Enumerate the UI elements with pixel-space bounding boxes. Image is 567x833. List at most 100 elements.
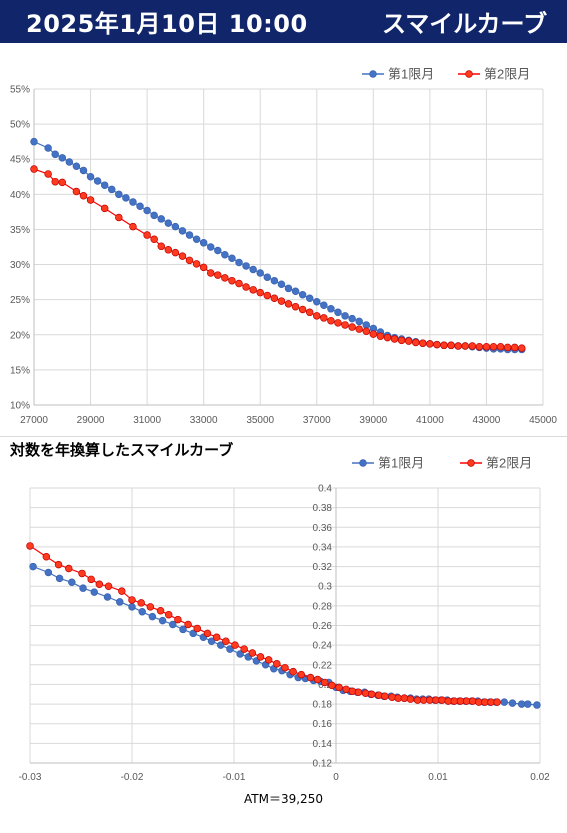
data-point bbox=[321, 678, 329, 687]
data-point bbox=[277, 297, 286, 305]
data-point bbox=[249, 265, 257, 274]
series-line bbox=[33, 168, 522, 349]
data-point bbox=[221, 250, 229, 259]
data-point bbox=[86, 173, 95, 181]
chart-panel-log: 0.120.140.160.180.20.220.240.260.280.30.… bbox=[0, 437, 567, 829]
data-point bbox=[116, 598, 124, 606]
x-tick-label: 37000 bbox=[303, 415, 331, 426]
data-point bbox=[192, 260, 201, 268]
data-point bbox=[30, 137, 38, 146]
data-point bbox=[482, 342, 491, 351]
data-point bbox=[199, 263, 208, 272]
atm-annotation: ATM＝39,250 bbox=[244, 792, 323, 806]
data-point bbox=[235, 258, 243, 267]
page-header: 2025年1月10日 10:00 スマイルカーブ bbox=[0, 0, 567, 43]
data-point bbox=[79, 166, 88, 175]
data-point bbox=[58, 154, 67, 162]
data-point bbox=[367, 690, 376, 699]
data-point bbox=[44, 170, 52, 178]
data-point bbox=[115, 190, 123, 199]
data-point bbox=[199, 239, 208, 247]
data-point bbox=[404, 337, 413, 345]
data-point bbox=[270, 294, 279, 303]
x-tick-label: -0.01 bbox=[223, 772, 246, 783]
data-point bbox=[240, 645, 248, 653]
y-tick-label: 0.4 bbox=[318, 484, 332, 495]
x-tick-label: 27000 bbox=[20, 415, 48, 426]
data-point bbox=[273, 660, 281, 668]
y-tick-label: 55% bbox=[10, 85, 30, 96]
y-tick-label: 0.12 bbox=[313, 759, 333, 770]
data-point bbox=[156, 607, 165, 615]
legend-marker bbox=[465, 70, 473, 78]
data-point bbox=[143, 206, 151, 215]
data-point bbox=[298, 291, 307, 299]
data-point bbox=[137, 599, 145, 607]
x-tick-label: 0.01 bbox=[428, 772, 448, 783]
data-point bbox=[184, 620, 192, 629]
data-point bbox=[65, 564, 73, 573]
x-tick-label: 35000 bbox=[246, 415, 274, 426]
data-point bbox=[44, 568, 53, 577]
data-point bbox=[55, 574, 64, 583]
data-point bbox=[30, 165, 38, 173]
data-point bbox=[305, 294, 314, 303]
legend-marker bbox=[467, 459, 475, 467]
data-point bbox=[256, 288, 264, 297]
data-point bbox=[348, 687, 357, 696]
data-point bbox=[226, 645, 234, 653]
data-point bbox=[150, 211, 158, 220]
x-tick-label: 43000 bbox=[473, 415, 501, 426]
data-point bbox=[242, 262, 250, 270]
data-point bbox=[222, 637, 230, 645]
data-point bbox=[289, 667, 297, 676]
data-point bbox=[214, 271, 222, 279]
data-point bbox=[381, 692, 389, 700]
y-tick-label: 25% bbox=[10, 295, 30, 306]
data-point bbox=[376, 332, 385, 340]
data-point bbox=[320, 314, 328, 322]
y-tick-label: 0.14 bbox=[313, 739, 333, 750]
data-point bbox=[334, 319, 342, 327]
data-point bbox=[72, 187, 81, 196]
data-point bbox=[447, 341, 455, 350]
data-point bbox=[355, 325, 363, 333]
data-point bbox=[185, 231, 194, 239]
data-point bbox=[327, 305, 335, 313]
y-tick-label: 15% bbox=[10, 365, 30, 376]
data-point bbox=[508, 699, 517, 707]
data-point bbox=[207, 637, 216, 645]
data-point bbox=[313, 298, 321, 306]
legend-label: 第1限月 bbox=[378, 456, 424, 471]
data-point bbox=[65, 158, 74, 166]
data-point bbox=[68, 578, 76, 587]
data-point bbox=[103, 593, 112, 601]
data-point bbox=[342, 685, 350, 694]
data-point bbox=[174, 615, 182, 624]
data-point bbox=[291, 287, 300, 295]
data-point bbox=[397, 336, 406, 345]
legend-label: 第1限月 bbox=[388, 67, 434, 82]
legend-label: 第2限月 bbox=[484, 67, 530, 82]
y-tick-label: 0.36 bbox=[313, 523, 333, 534]
smile-curve-chart: 10% 15% 20% 25% 30% 35% 40% 45% 50% 55% 27000 29000… bbox=[10, 67, 557, 427]
data-point bbox=[148, 612, 157, 621]
x-tick-label: 45000 bbox=[529, 415, 557, 426]
data-point bbox=[150, 235, 158, 244]
data-point bbox=[51, 150, 59, 159]
data-point bbox=[26, 542, 34, 550]
data-point bbox=[348, 323, 356, 331]
data-point bbox=[58, 178, 67, 187]
data-point bbox=[284, 300, 293, 308]
data-point bbox=[320, 301, 328, 310]
data-point bbox=[369, 330, 378, 338]
y-tick-label: 30% bbox=[10, 260, 30, 271]
data-point bbox=[496, 342, 505, 351]
data-point bbox=[216, 641, 225, 649]
data-point bbox=[341, 312, 349, 320]
data-point bbox=[334, 308, 342, 317]
y-tick-label: 20% bbox=[10, 330, 30, 341]
data-point bbox=[138, 608, 146, 616]
data-point bbox=[500, 698, 509, 706]
data-point bbox=[510, 343, 519, 352]
